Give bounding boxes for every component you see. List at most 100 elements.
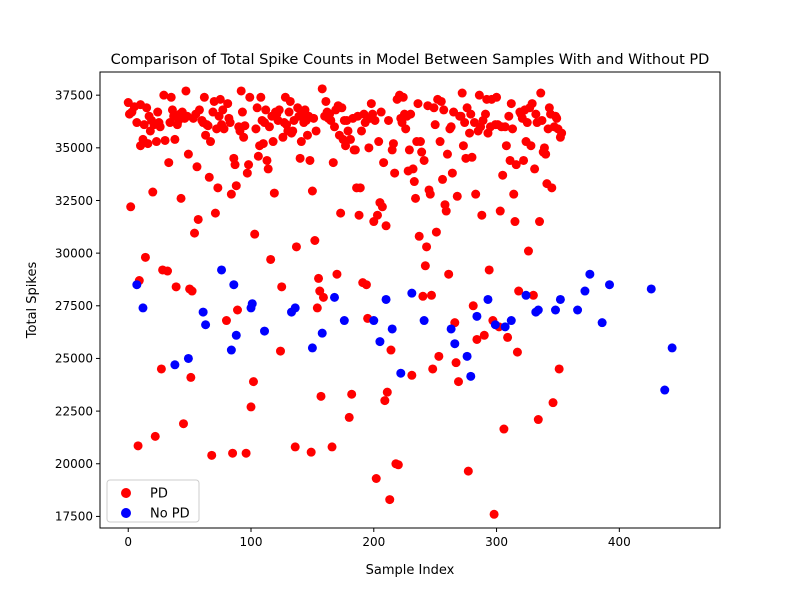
legend-marker-pd — [121, 488, 131, 498]
points-layer — [123, 84, 677, 519]
point-no-pd-4 — [198, 307, 208, 317]
point-pd-118 — [275, 346, 285, 356]
point-pd-14 — [143, 139, 153, 149]
y-tick-label-1: 20000 — [55, 457, 93, 471]
point-pd-179 — [350, 145, 360, 155]
point-pd-263 — [454, 377, 463, 387]
point-pd-273 — [466, 109, 476, 119]
point-pd-197 — [372, 210, 382, 220]
y-tick-label-6: 32500 — [55, 194, 93, 208]
point-pd-282 — [477, 210, 487, 220]
point-pd-67 — [210, 208, 220, 218]
point-no-pd-32 — [490, 320, 500, 330]
point-no-pd-34 — [506, 316, 516, 326]
point-no-pd-23 — [396, 368, 406, 378]
y-tick-label-0: 17500 — [55, 510, 93, 524]
point-pd-304 — [504, 111, 514, 121]
point-pd-12 — [140, 252, 150, 262]
point-pd-76 — [223, 99, 233, 109]
point-pd-25 — [156, 364, 166, 374]
point-no-pd-11 — [247, 299, 257, 309]
point-pd-53 — [192, 162, 202, 172]
point-pd-162 — [330, 122, 339, 132]
point-pd-109 — [264, 122, 274, 132]
point-pd-78 — [225, 118, 235, 128]
point-pd-155 — [321, 96, 331, 106]
point-pd-202 — [379, 158, 389, 168]
point-pd-131 — [291, 242, 301, 252]
point-pd-28 — [160, 135, 170, 145]
point-no-pd-43 — [597, 318, 607, 328]
point-pd-297 — [495, 206, 505, 216]
point-pd-71 — [215, 94, 225, 104]
point-pd-84 — [233, 305, 242, 315]
point-pd-62 — [204, 172, 214, 182]
point-pd-226 — [408, 164, 418, 174]
point-pd-328 — [533, 415, 543, 425]
point-pd-275 — [468, 301, 478, 311]
y-axis: 17500 20000 22500 25000 27500 30000 32500 35000… — [55, 88, 100, 524]
point-pd-312 — [514, 286, 524, 296]
point-pd-88 — [237, 107, 247, 117]
point-pd-164 — [332, 269, 342, 279]
point-pd-173 — [343, 126, 353, 136]
point-pd-93 — [244, 160, 254, 170]
point-no-pd-19 — [369, 316, 379, 326]
point-no-pd-12 — [260, 326, 270, 336]
point-pd-262 — [452, 191, 462, 201]
point-pd-316 — [519, 155, 529, 165]
point-pd-340 — [548, 398, 558, 408]
x-tick-label-4: 400 — [608, 535, 631, 549]
point-no-pd-41 — [580, 286, 590, 296]
x-tick-label-1: 100 — [240, 535, 263, 549]
point-pd-144 — [307, 186, 317, 196]
point-pd-334 — [541, 149, 551, 159]
point-pd-241 — [426, 290, 436, 300]
point-pd-308 — [509, 189, 519, 199]
point-no-pd-7 — [226, 345, 236, 355]
point-pd-2 — [126, 202, 136, 212]
point-pd-301 — [500, 122, 510, 132]
point-pd-18 — [148, 187, 158, 197]
point-pd-243 — [429, 103, 439, 113]
point-no-pd-35 — [521, 290, 531, 300]
point-pd-63 — [206, 137, 215, 147]
point-pd-120 — [278, 132, 288, 142]
point-pd-126 — [285, 96, 295, 106]
point-pd-94 — [245, 92, 255, 102]
point-pd-135 — [296, 137, 306, 147]
point-pd-208 — [386, 345, 396, 355]
point-pd-125 — [284, 107, 294, 117]
point-pd-176 — [347, 389, 357, 399]
point-pd-231 — [414, 231, 424, 241]
point-pd-107 — [262, 155, 272, 165]
point-no-pd-31 — [483, 294, 493, 304]
legend: PD No PD — [106, 479, 200, 523]
point-pd-184 — [357, 126, 366, 136]
point-pd-140 — [302, 130, 312, 140]
point-pd-134 — [295, 153, 305, 163]
point-no-pd-33 — [500, 322, 510, 332]
point-pd-24 — [155, 122, 165, 132]
point-pd-303 — [503, 332, 513, 342]
point-pd-142 — [305, 155, 315, 165]
point-pd-188 — [361, 280, 371, 290]
point-no-pd-28 — [462, 351, 472, 361]
point-no-pd-8 — [229, 280, 239, 290]
point-pd-160 — [327, 442, 337, 452]
point-pd-306 — [506, 99, 516, 109]
point-no-pd-30 — [472, 311, 482, 321]
point-pd-11 — [139, 120, 149, 130]
point-pd-79 — [226, 189, 236, 199]
point-pd-59 — [201, 130, 211, 140]
point-pd-147 — [311, 126, 321, 136]
point-pd-311 — [512, 347, 522, 357]
point-pd-310 — [511, 160, 521, 170]
point-pd-168 — [337, 103, 347, 113]
point-pd-21 — [151, 137, 161, 147]
point-pd-207 — [385, 495, 395, 505]
x-tick-label-2: 200 — [362, 535, 385, 549]
point-pd-240 — [425, 189, 435, 199]
point-pd-110 — [266, 254, 276, 264]
x-tick-label-3: 300 — [485, 535, 508, 549]
